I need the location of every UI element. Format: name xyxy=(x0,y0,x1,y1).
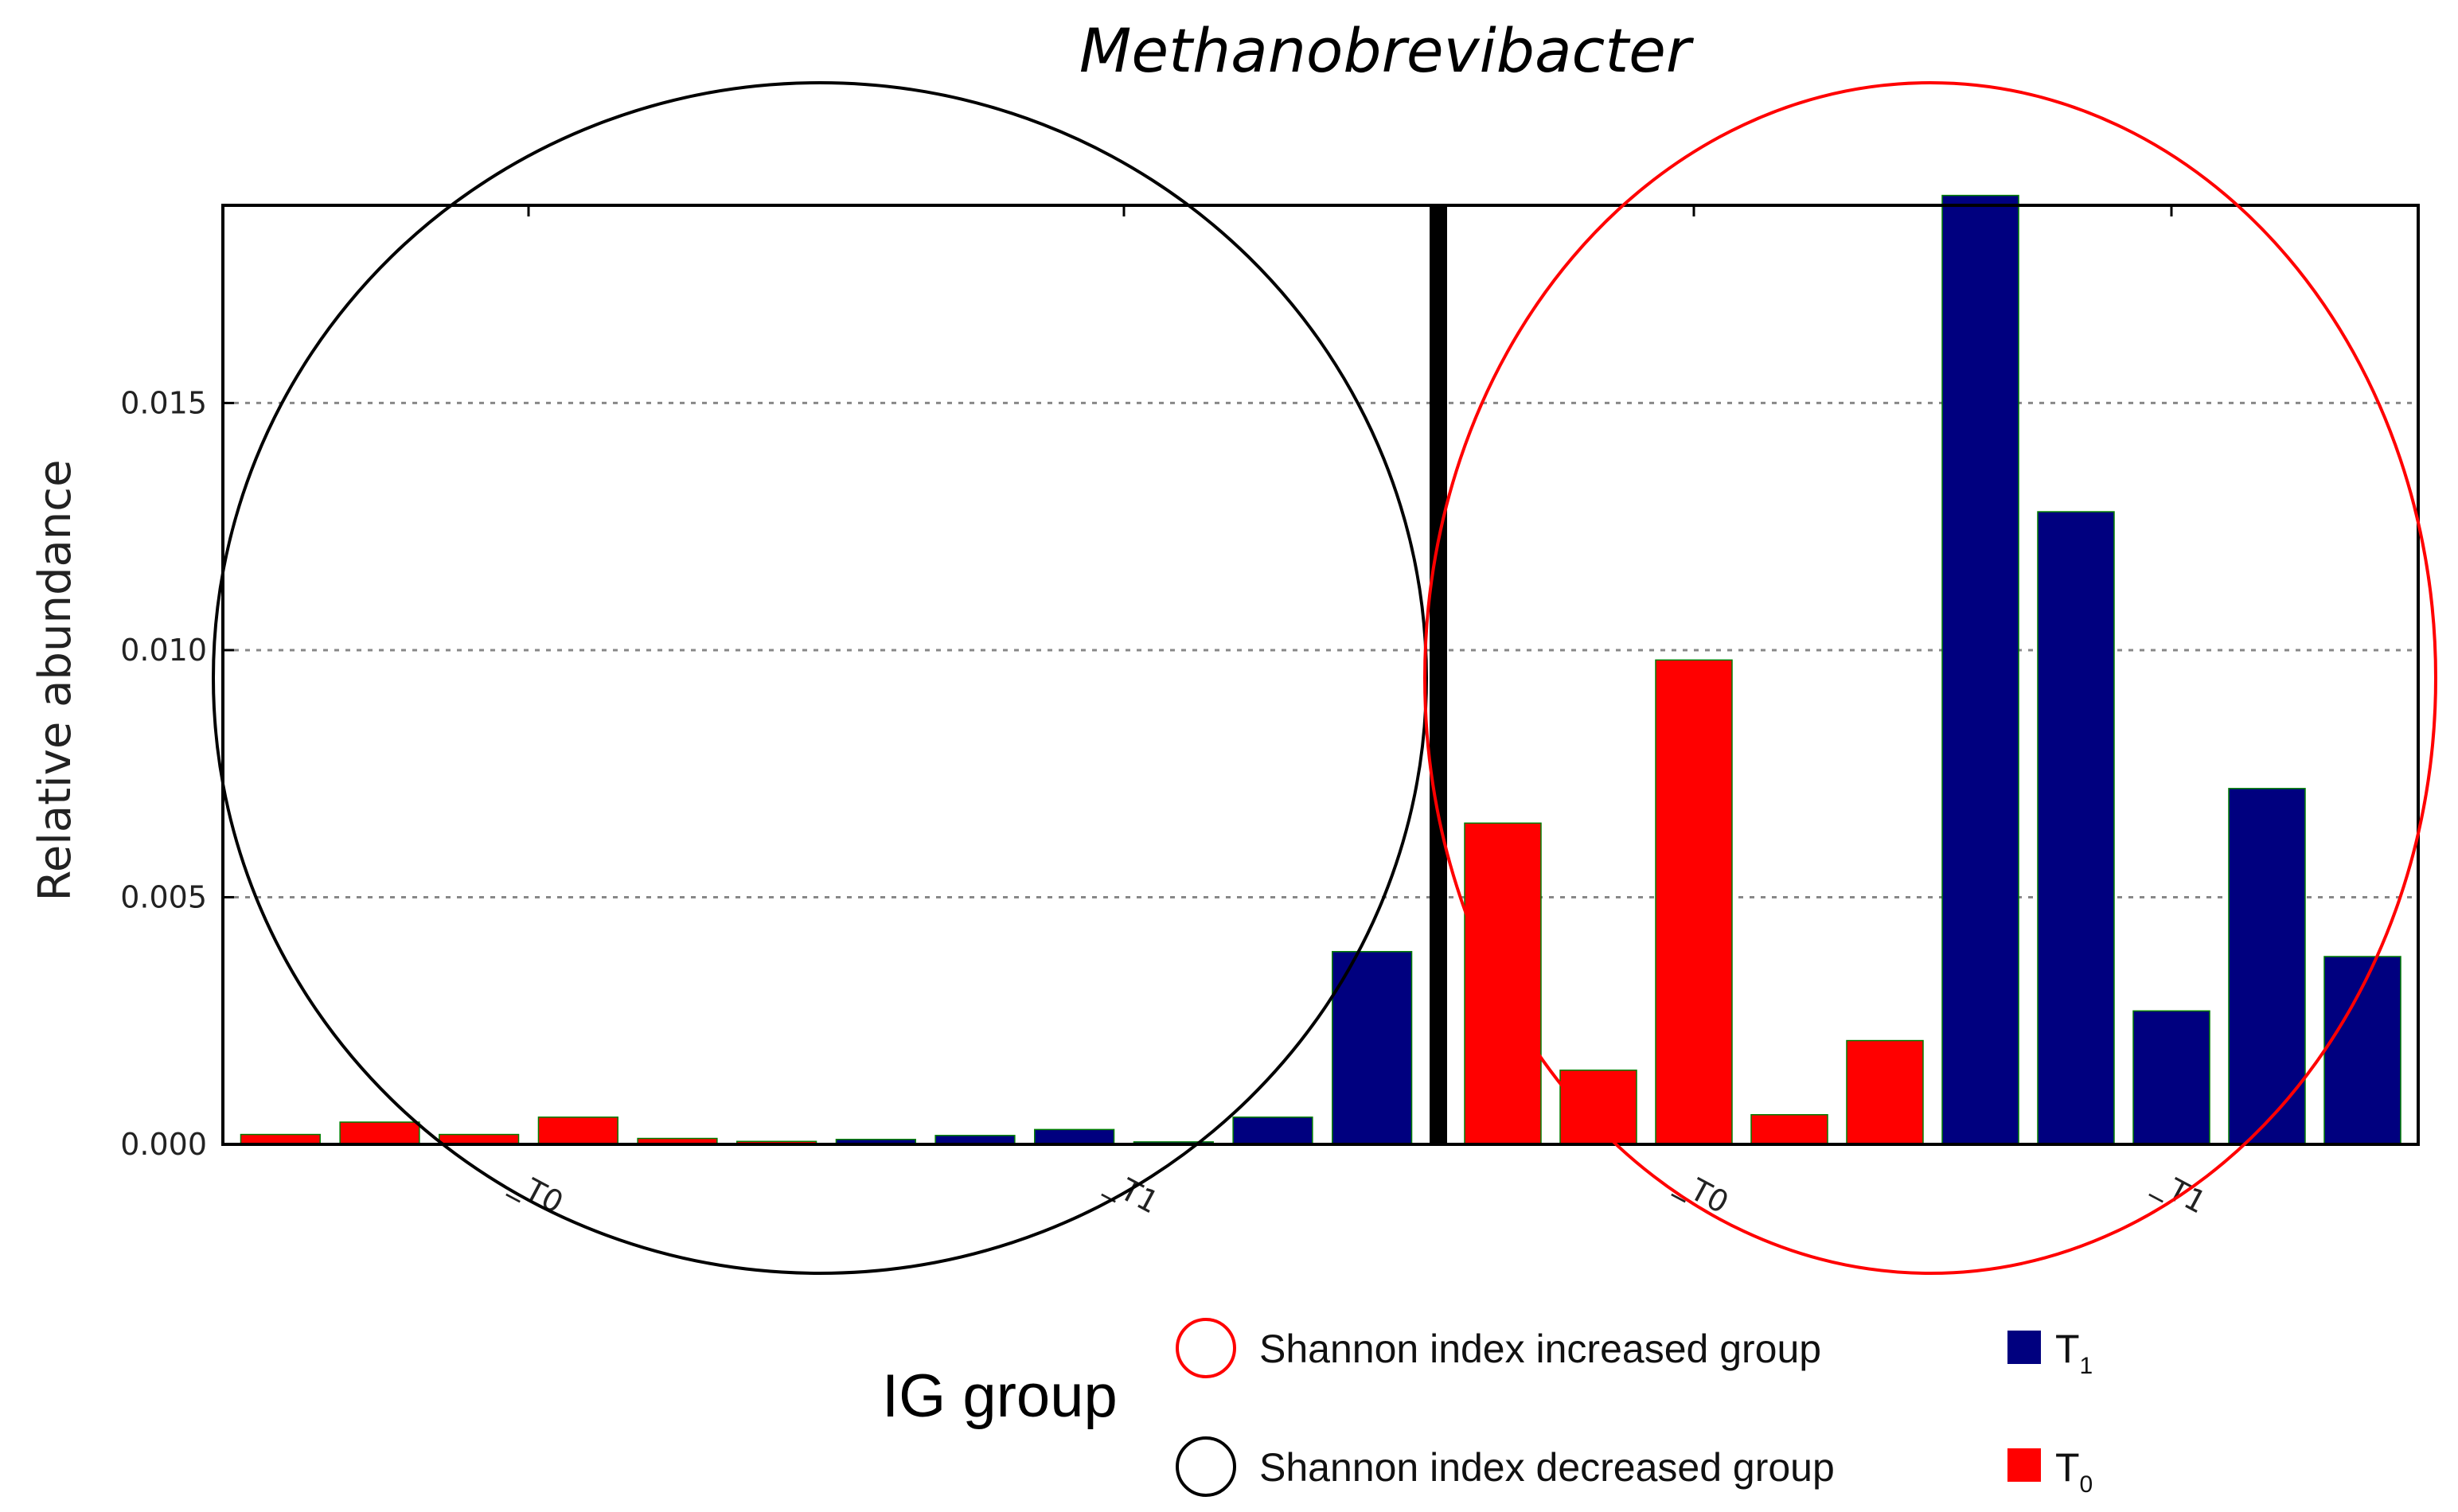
bar-increased-t0 xyxy=(1559,1070,1637,1145)
legend-increased-label: Shannon index increased group xyxy=(1259,1327,1821,1371)
bar-increased-t0 xyxy=(1750,1113,1828,1145)
plot-frame xyxy=(221,204,2420,1146)
bar-increased-t0 xyxy=(1846,1039,1924,1145)
legend-decreased-swatch xyxy=(1176,1436,1236,1497)
legend: Shannon index increased group Shannon in… xyxy=(1176,1318,2093,1498)
bar-decreased-t0 xyxy=(339,1121,420,1145)
bar-increased-t0 xyxy=(1464,822,1542,1145)
legend-t0-swatch xyxy=(2007,1448,2041,1482)
chart-title: Methanobrevibacter xyxy=(1079,15,1695,86)
y-axis-label: Relative abundance xyxy=(29,459,81,901)
decreased-group-circle xyxy=(212,81,1428,1275)
bar-increased-t0 xyxy=(1655,659,1733,1145)
y-tick-label: 0.000 xyxy=(120,1127,207,1162)
legend-t1-swatch xyxy=(2007,1331,2041,1364)
legend-t1-label: T1 xyxy=(2055,1327,2093,1379)
legend-decreased-label: Shannon index decreased group xyxy=(1259,1445,1835,1490)
bar-increased-t1 xyxy=(2228,788,2306,1145)
bar-decreased-t0 xyxy=(537,1116,618,1145)
x-tick-label: _T0 xyxy=(1671,1164,1734,1220)
x-axis-label: IG group xyxy=(882,1362,1118,1430)
bar-decreased-t1 xyxy=(1034,1128,1115,1145)
bar-decreased-t1 xyxy=(1332,951,1413,1145)
bar-decreased-t1 xyxy=(1232,1116,1313,1145)
legend-t0-label: T0 xyxy=(2055,1445,2093,1498)
y-tick-label: 0.005 xyxy=(120,879,207,914)
increased-group-circle xyxy=(1423,81,2437,1275)
bar-increased-t1 xyxy=(2132,1010,2210,1145)
bar-increased-t1 xyxy=(1941,194,2019,1145)
y-tick-label: 0.015 xyxy=(120,385,207,420)
legend-increased-swatch xyxy=(1176,1318,1236,1378)
bars xyxy=(240,194,2401,1145)
bar-increased-t1 xyxy=(2037,511,2115,1145)
panel-divider xyxy=(1430,205,1447,1144)
y-tick-label: 0.010 xyxy=(120,633,207,668)
x-tick-label: _T1 xyxy=(2148,1164,2212,1220)
y-axis-ticks: 0.000 0.005 0.010 0.015 xyxy=(120,385,234,1162)
